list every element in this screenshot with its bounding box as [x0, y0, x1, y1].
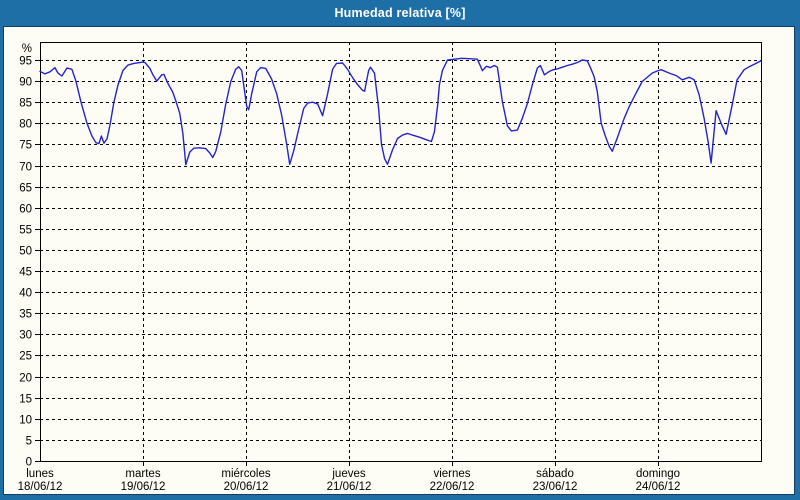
humidity-chart: 0 5 10 15 20 25 30 35 40 45 50 55 60 65 70 75 80 85 90 95% l… — [18, 42, 762, 493]
y-tick-label: 50 — [19, 246, 32, 258]
day-date-label: 23/06/12 — [533, 481, 578, 493]
plot-border — [40, 42, 762, 462]
day-name-label: miércoles — [221, 468, 270, 480]
chart-panel: 0 5 10 15 20 25 30 35 40 45 50 55 60 65 70 75 80 85 90 95% l… — [3, 26, 795, 495]
humidity-line — [39, 57, 762, 166]
day-date-label: 21/06/12 — [327, 481, 372, 493]
y-tick-label: 80 — [19, 119, 32, 131]
y-tick-label: 90 — [19, 77, 32, 89]
y-tick-label: 0 — [26, 457, 32, 469]
window-title: Humedad relativa [%] — [334, 6, 466, 20]
y-tick-label: 70 — [19, 162, 32, 174]
day-name-label: sábado — [536, 468, 574, 480]
y-tick-label: 65 — [19, 183, 32, 195]
y-tick-label: 10 — [19, 415, 32, 427]
title-bar: Humedad relativa [%] — [0, 0, 800, 26]
day-date-label: 22/06/12 — [430, 481, 475, 493]
y-tick-label: 45 — [19, 267, 32, 279]
y-tick-label: 85 — [19, 98, 32, 110]
y-tick-label: 75 — [19, 140, 32, 152]
y-tick-label: 60 — [19, 204, 32, 216]
y-tick-label: 25 — [19, 351, 32, 363]
day-date-label: 24/06/12 — [636, 481, 681, 493]
day-date-label: 18/06/12 — [18, 481, 63, 493]
y-tick-label: 35 — [19, 309, 32, 321]
y-tick-label: 5 — [26, 436, 32, 448]
y-tick-label: 15 — [19, 394, 32, 406]
y-axis-unit: % — [22, 43, 32, 55]
day-date-label: 19/06/12 — [121, 481, 166, 493]
y-tick-label: 55 — [19, 225, 32, 237]
y-tick-label: 40 — [19, 288, 32, 300]
day-name-label: domingo — [636, 468, 680, 480]
y-tick-label: 30 — [19, 330, 32, 342]
y-tick-label: 20 — [19, 373, 32, 385]
day-name-label: lunes — [26, 468, 54, 480]
y-tick-label: 95 — [19, 56, 32, 68]
day-date-label: 20/06/12 — [224, 481, 269, 493]
day-name-label: viernes — [433, 468, 470, 480]
day-name-label: jueves — [331, 468, 365, 480]
day-name-label: martes — [125, 468, 160, 480]
